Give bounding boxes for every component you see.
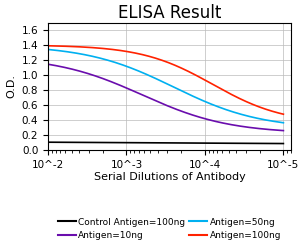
Legend: Control Antigen=100ng, Antigen=10ng, Antigen=50ng, Antigen=100ng: Control Antigen=100ng, Antigen=10ng, Ant…	[56, 216, 283, 242]
Title: ELISA Result: ELISA Result	[118, 4, 221, 22]
X-axis label: Serial Dilutions of Antibody: Serial Dilutions of Antibody	[94, 172, 245, 182]
Y-axis label: O.D.: O.D.	[6, 74, 16, 98]
